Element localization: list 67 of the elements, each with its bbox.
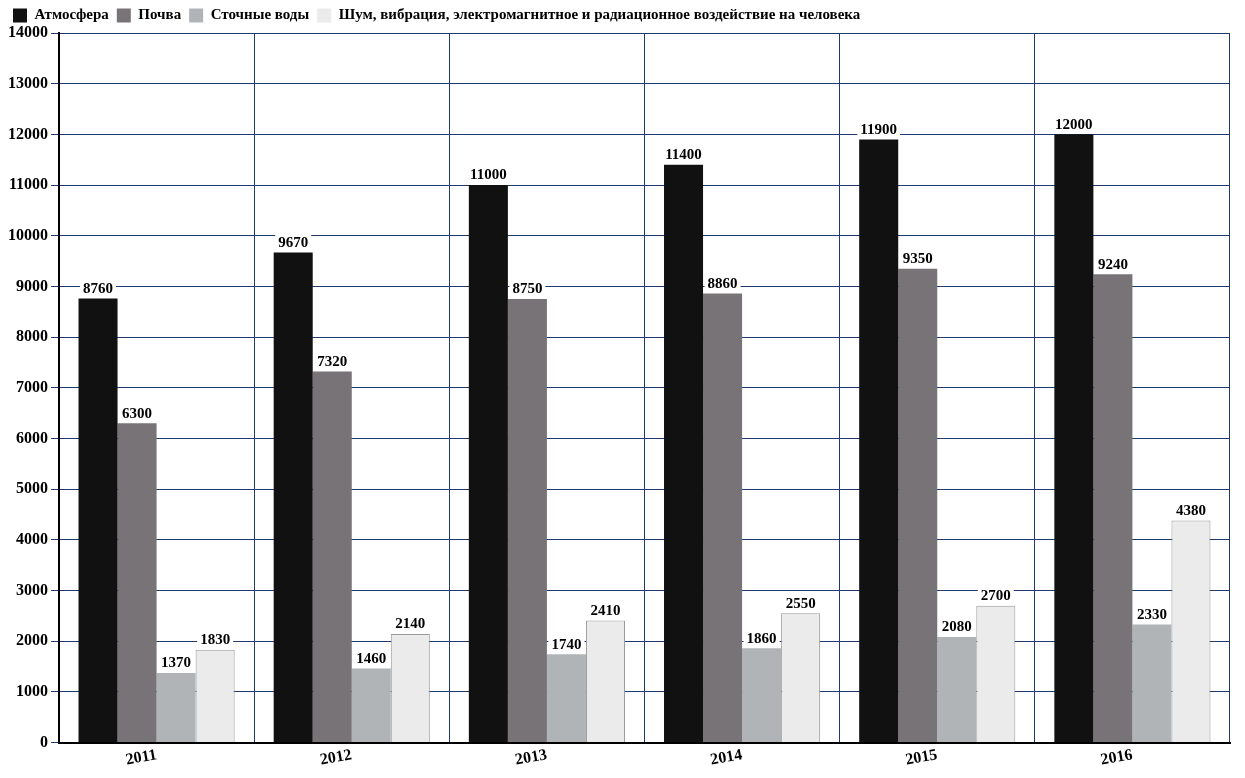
data-label: 1860	[746, 629, 777, 646]
bar	[937, 637, 977, 743]
legend-label: Сточные воды	[210, 6, 310, 23]
x-tick-label: 2011	[124, 745, 158, 768]
x-tick-label: 2014	[708, 745, 744, 768]
data-label: 2140	[395, 615, 426, 632]
data-label: 11400	[665, 146, 702, 163]
y-tick-label: 7000	[16, 377, 48, 395]
bar	[468, 185, 508, 743]
bar	[117, 423, 157, 743]
x-tick-label: 2012	[318, 745, 353, 768]
y-tick-label: 13000	[8, 73, 48, 91]
bar	[507, 299, 547, 743]
data-label: 9350	[902, 250, 933, 267]
data-label: 2550	[785, 594, 816, 611]
y-tick-label: 1000	[16, 681, 48, 699]
x-tick-label: 2015	[904, 745, 939, 768]
y-tick-label: 4000	[16, 529, 48, 547]
bar	[859, 139, 899, 743]
bar	[664, 164, 704, 743]
y-tick-label: 10000	[8, 225, 48, 243]
bar	[78, 298, 118, 743]
data-label: 1460	[356, 649, 387, 666]
data-label: 1740	[551, 635, 582, 652]
legend-label: Атмосфера	[34, 6, 110, 23]
legend-label: Шум, вибрация, электромагнитное и радиационное воздействие на человека	[338, 6, 861, 23]
data-label: 8860	[707, 274, 738, 291]
data-label: 2080	[941, 618, 972, 635]
y-tick-label: 14000	[8, 23, 48, 41]
bar	[703, 293, 743, 743]
data-label: 6300	[122, 404, 153, 421]
bar	[898, 268, 938, 743]
y-tick-label: 6000	[16, 428, 48, 446]
bar	[273, 252, 313, 743]
data-label: 12000	[1055, 115, 1093, 132]
bar	[156, 673, 196, 743]
data-label: 7320	[317, 352, 348, 369]
bar	[1054, 134, 1094, 743]
y-tick-label: 5000	[16, 479, 48, 497]
bar	[351, 668, 391, 743]
data-label: 2330	[1136, 605, 1167, 622]
data-label: 2410	[590, 601, 621, 618]
data-label: 1830	[200, 631, 231, 648]
bar	[1093, 274, 1133, 743]
legend-label: Почва	[138, 6, 182, 23]
x-tick-label: 2016	[1099, 745, 1134, 768]
y-tick-label: 8000	[16, 327, 48, 345]
y-tick-label: 3000	[16, 580, 48, 598]
data-label: 4380	[1175, 501, 1206, 518]
data-label: 11900	[860, 120, 898, 137]
bar	[312, 371, 352, 743]
y-tick-label: 2000	[16, 631, 48, 649]
y-tick-label: 0	[40, 732, 48, 750]
y-tick-label: 9000	[16, 276, 48, 294]
data-label: 8760	[83, 279, 114, 296]
data-label: 11000	[470, 166, 507, 183]
data-label: 1370	[161, 654, 192, 671]
data-label: 9240	[1097, 255, 1128, 272]
data-label: 9670	[278, 233, 309, 250]
data-label: 8750	[512, 280, 543, 297]
bar	[742, 648, 782, 743]
y-tick-label: 11000	[8, 175, 48, 193]
x-tick-label: 2013	[513, 745, 549, 768]
y-tick-label: 12000	[8, 124, 48, 142]
bar	[546, 654, 586, 743]
bar	[1132, 624, 1172, 743]
data-label: 2700	[980, 587, 1011, 604]
